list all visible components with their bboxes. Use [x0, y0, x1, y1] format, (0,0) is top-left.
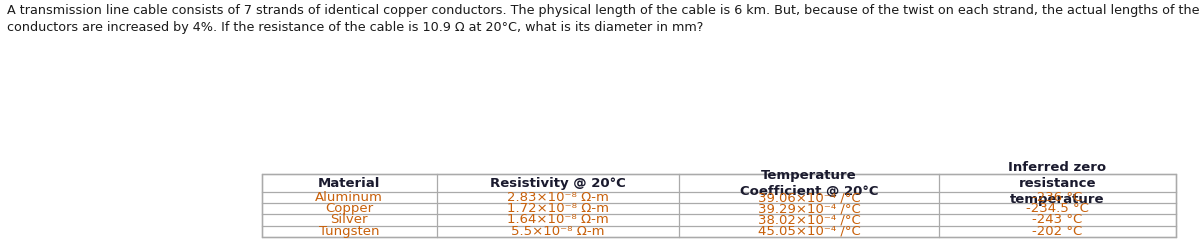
- Bar: [262, 174, 1176, 237]
- Text: 1.72×10⁻⁸ Ω-m: 1.72×10⁻⁸ Ω-m: [506, 202, 608, 215]
- Text: Temperature
Coefficient @ 20°C: Temperature Coefficient @ 20°C: [740, 169, 878, 198]
- Text: Material: Material: [318, 177, 380, 190]
- Text: 39.29×10⁻⁴ /°C: 39.29×10⁻⁴ /°C: [757, 202, 860, 215]
- Text: Resistivity @ 20°C: Resistivity @ 20°C: [490, 177, 626, 190]
- Text: Aluminum: Aluminum: [316, 191, 383, 204]
- Text: 2.83×10⁻⁸ Ω-m: 2.83×10⁻⁸ Ω-m: [506, 191, 608, 204]
- Text: 5.5×10⁻⁸ Ω-m: 5.5×10⁻⁸ Ω-m: [511, 225, 605, 238]
- Text: Inferred zero
resistance
temperature: Inferred zero resistance temperature: [1008, 161, 1106, 206]
- Text: -236 °C: -236 °C: [1032, 191, 1082, 204]
- Text: -243 °C: -243 °C: [1032, 213, 1082, 226]
- Text: Tungsten: Tungsten: [319, 225, 379, 238]
- Text: A transmission line cable consists of 7 strands of identical copper conductors. : A transmission line cable consists of 7 …: [7, 4, 1200, 34]
- Text: -234.5 °C: -234.5 °C: [1026, 202, 1088, 215]
- Text: Silver: Silver: [330, 213, 368, 226]
- Text: 1.64×10⁻⁸ Ω-m: 1.64×10⁻⁸ Ω-m: [508, 213, 608, 226]
- Text: Copper: Copper: [325, 202, 373, 215]
- Text: 45.05×10⁻⁴ /°C: 45.05×10⁻⁴ /°C: [757, 225, 860, 238]
- Text: -202 °C: -202 °C: [1032, 225, 1082, 238]
- Text: 38.02×10⁻⁴ /°C: 38.02×10⁻⁴ /°C: [757, 213, 860, 226]
- Text: 39.06×10⁻⁴ /°C: 39.06×10⁻⁴ /°C: [757, 191, 860, 204]
